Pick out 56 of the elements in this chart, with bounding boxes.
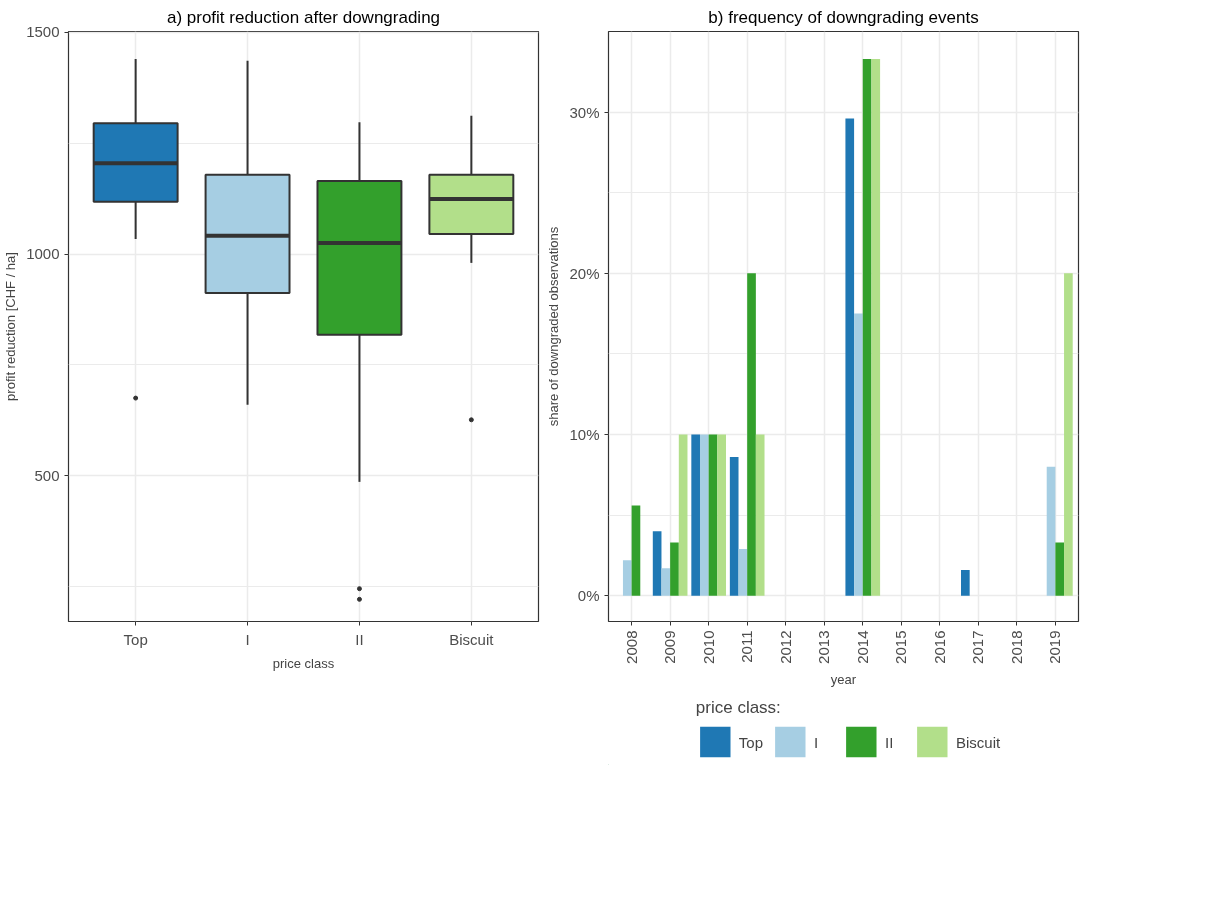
x-tick-label: 2018 xyxy=(1007,630,1025,664)
bar xyxy=(738,548,748,596)
bar xyxy=(678,434,688,596)
x-tick-label: 2010 xyxy=(699,630,717,664)
legend-label: II xyxy=(885,733,895,750)
x-tick-label: 2017 xyxy=(969,630,987,664)
y-tick-label: 500 xyxy=(34,466,60,484)
bar xyxy=(652,531,662,596)
bar xyxy=(845,118,855,596)
y-tick-label: 30% xyxy=(569,103,600,121)
bar xyxy=(1046,466,1056,596)
y-axis-title: share of downgraded observations xyxy=(546,226,562,427)
bar xyxy=(729,457,739,596)
bar xyxy=(670,542,679,596)
y-tick-label: 1000 xyxy=(26,245,60,263)
bar xyxy=(1064,273,1073,596)
x-tick-label: 2014 xyxy=(853,630,871,664)
y-tick-label: 0% xyxy=(577,587,600,605)
x-tick-label: 2013 xyxy=(815,630,833,664)
bar xyxy=(871,58,881,596)
bar xyxy=(708,434,718,596)
bar xyxy=(1055,542,1065,596)
legend-label: I xyxy=(814,733,820,750)
bar xyxy=(661,568,671,596)
legend-title: price class: xyxy=(695,697,782,718)
chart-title: a) profit reduction after downgrading xyxy=(166,7,441,27)
bar xyxy=(622,560,632,596)
bar xyxy=(700,434,709,596)
x-tick-label: 2019 xyxy=(1046,630,1064,664)
x-tick-label: 2011 xyxy=(738,630,756,663)
x-tick-label: 2015 xyxy=(892,630,910,664)
x-tick-label: I xyxy=(245,630,250,648)
chart-title: b) frequency of downgrading events xyxy=(708,7,979,27)
y-tick-label: 10% xyxy=(569,426,600,444)
bar xyxy=(862,58,872,596)
bar xyxy=(961,569,970,596)
x-axis-title: year xyxy=(830,671,857,687)
x-tick-label: 2012 xyxy=(776,630,794,664)
y-tick-label: 1500 xyxy=(26,23,60,41)
bar xyxy=(691,434,700,596)
legend-label: Top xyxy=(738,733,763,750)
bar xyxy=(631,505,641,596)
x-tick-label: 2016 xyxy=(930,630,948,664)
bar xyxy=(717,434,726,596)
bar xyxy=(755,434,765,596)
x-tick-label: 2009 xyxy=(661,630,679,664)
bar xyxy=(854,313,863,596)
x-tick-label: 2008 xyxy=(622,630,640,664)
y-tick-label: 20% xyxy=(569,264,600,282)
legend-label: Biscuit xyxy=(956,733,1001,750)
x-tick-label: II xyxy=(355,630,364,648)
y-axis-title: profit reduction [CHF / ha] xyxy=(3,252,19,401)
x-axis-title: price class xyxy=(272,655,335,671)
bar xyxy=(747,273,756,596)
x-tick-label: Top xyxy=(123,630,148,648)
x-tick-label: Biscuit xyxy=(449,630,495,648)
